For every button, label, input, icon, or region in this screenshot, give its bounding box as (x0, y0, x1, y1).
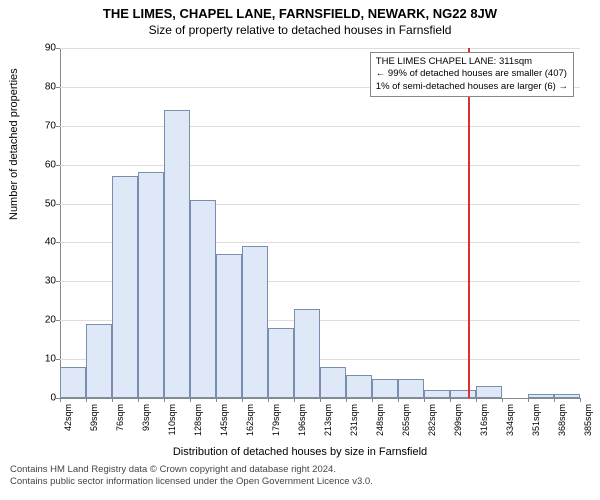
x-tick (112, 398, 113, 402)
x-tick (268, 398, 269, 402)
y-tick (56, 320, 60, 321)
x-tick-label: 196sqm (297, 404, 307, 436)
x-tick-label: 299sqm (453, 404, 463, 436)
x-tick (138, 398, 139, 402)
x-tick (554, 398, 555, 402)
histogram-bar (372, 379, 398, 398)
x-tick-label: 145sqm (219, 404, 229, 436)
histogram-bar (320, 367, 346, 398)
grid-line (60, 165, 580, 166)
y-tick-label: 70 (26, 120, 56, 131)
y-tick (56, 126, 60, 127)
chart-title: THE LIMES, CHAPEL LANE, FARNSFIELD, NEWA… (0, 0, 600, 21)
chart-container: THE LIMES, CHAPEL LANE, FARNSFIELD, NEWA… (0, 0, 600, 500)
x-tick-label: 316sqm (479, 404, 489, 436)
x-axis-label: Distribution of detached houses by size … (0, 446, 600, 458)
x-tick-label: 59sqm (89, 404, 99, 431)
y-tick (56, 48, 60, 49)
x-tick (320, 398, 321, 402)
attribution-line-1: Contains HM Land Registry data © Crown c… (10, 464, 373, 476)
x-tick-label: 179sqm (271, 404, 281, 436)
y-tick-label: 20 (26, 315, 56, 326)
x-tick-label: 76sqm (115, 404, 125, 431)
y-tick-label: 0 (26, 393, 56, 404)
y-tick (56, 242, 60, 243)
x-tick (346, 398, 347, 402)
y-tick-label: 40 (26, 237, 56, 248)
y-axis-line (60, 48, 61, 398)
property-marker-line (468, 48, 470, 398)
y-tick-label: 10 (26, 354, 56, 365)
x-tick (60, 398, 61, 402)
x-tick-label: 231sqm (349, 404, 359, 436)
x-tick-label: 368sqm (557, 404, 567, 436)
x-tick (242, 398, 243, 402)
x-tick-label: 385sqm (583, 404, 593, 436)
x-tick (450, 398, 451, 402)
x-tick-label: 213sqm (323, 404, 333, 436)
y-tick-label: 30 (26, 276, 56, 287)
y-tick (56, 359, 60, 360)
histogram-bar (138, 172, 164, 398)
info-line-1: THE LIMES CHAPEL LANE: 311sqm (376, 56, 568, 68)
y-tick-label: 90 (26, 43, 56, 54)
y-tick (56, 281, 60, 282)
x-tick-label: 351sqm (531, 404, 541, 436)
histogram-bar (216, 254, 242, 398)
x-tick (398, 398, 399, 402)
histogram-bar (398, 379, 424, 398)
x-tick (424, 398, 425, 402)
x-tick (580, 398, 581, 402)
x-tick (216, 398, 217, 402)
chart-plot-area: THE LIMES CHAPEL LANE: 311sqm ← 99% of d… (60, 48, 580, 398)
y-tick (56, 165, 60, 166)
grid-line (60, 126, 580, 127)
x-tick-label: 128sqm (193, 404, 203, 436)
histogram-bar (242, 246, 268, 398)
x-tick-label: 93sqm (141, 404, 151, 431)
info-line-3: 1% of semi-detached houses are larger (6… (376, 81, 568, 93)
x-tick (372, 398, 373, 402)
x-tick-label: 248sqm (375, 404, 385, 436)
histogram-bar (424, 390, 450, 398)
x-tick (476, 398, 477, 402)
x-tick-label: 162sqm (245, 404, 255, 436)
histogram-bar (190, 200, 216, 398)
y-tick-label: 50 (26, 198, 56, 209)
info-box: THE LIMES CHAPEL LANE: 311sqm ← 99% of d… (370, 52, 574, 97)
y-tick-label: 80 (26, 81, 56, 92)
plot-region (60, 48, 580, 398)
attribution-line-2: Contains public sector information licen… (10, 476, 373, 488)
x-tick-label: 282sqm (427, 404, 437, 436)
x-tick (164, 398, 165, 402)
histogram-bar (268, 328, 294, 398)
chart-subtitle: Size of property relative to detached ho… (0, 21, 600, 37)
x-tick (502, 398, 503, 402)
histogram-bar (346, 375, 372, 398)
x-tick (86, 398, 87, 402)
histogram-bar (60, 367, 86, 398)
x-tick (528, 398, 529, 402)
x-tick-label: 42sqm (63, 404, 73, 431)
histogram-bar (528, 394, 554, 398)
histogram-bar (554, 394, 580, 398)
x-tick (294, 398, 295, 402)
histogram-bar (476, 386, 502, 398)
y-tick-label: 60 (26, 159, 56, 170)
y-tick (56, 87, 60, 88)
y-tick (56, 204, 60, 205)
grid-line (60, 48, 580, 49)
info-line-2: ← 99% of detached houses are smaller (40… (376, 68, 568, 80)
x-tick (190, 398, 191, 402)
y-axis-label: Number of detached properties (8, 68, 20, 220)
x-tick-label: 265sqm (401, 404, 411, 436)
histogram-bar (164, 110, 190, 398)
x-tick-label: 334sqm (505, 404, 515, 436)
histogram-bar (450, 390, 476, 398)
histogram-bar (294, 309, 320, 398)
attribution-text: Contains HM Land Registry data © Crown c… (10, 464, 373, 488)
x-tick-label: 110sqm (167, 404, 177, 435)
histogram-bar (86, 324, 112, 398)
histogram-bar (112, 176, 138, 398)
